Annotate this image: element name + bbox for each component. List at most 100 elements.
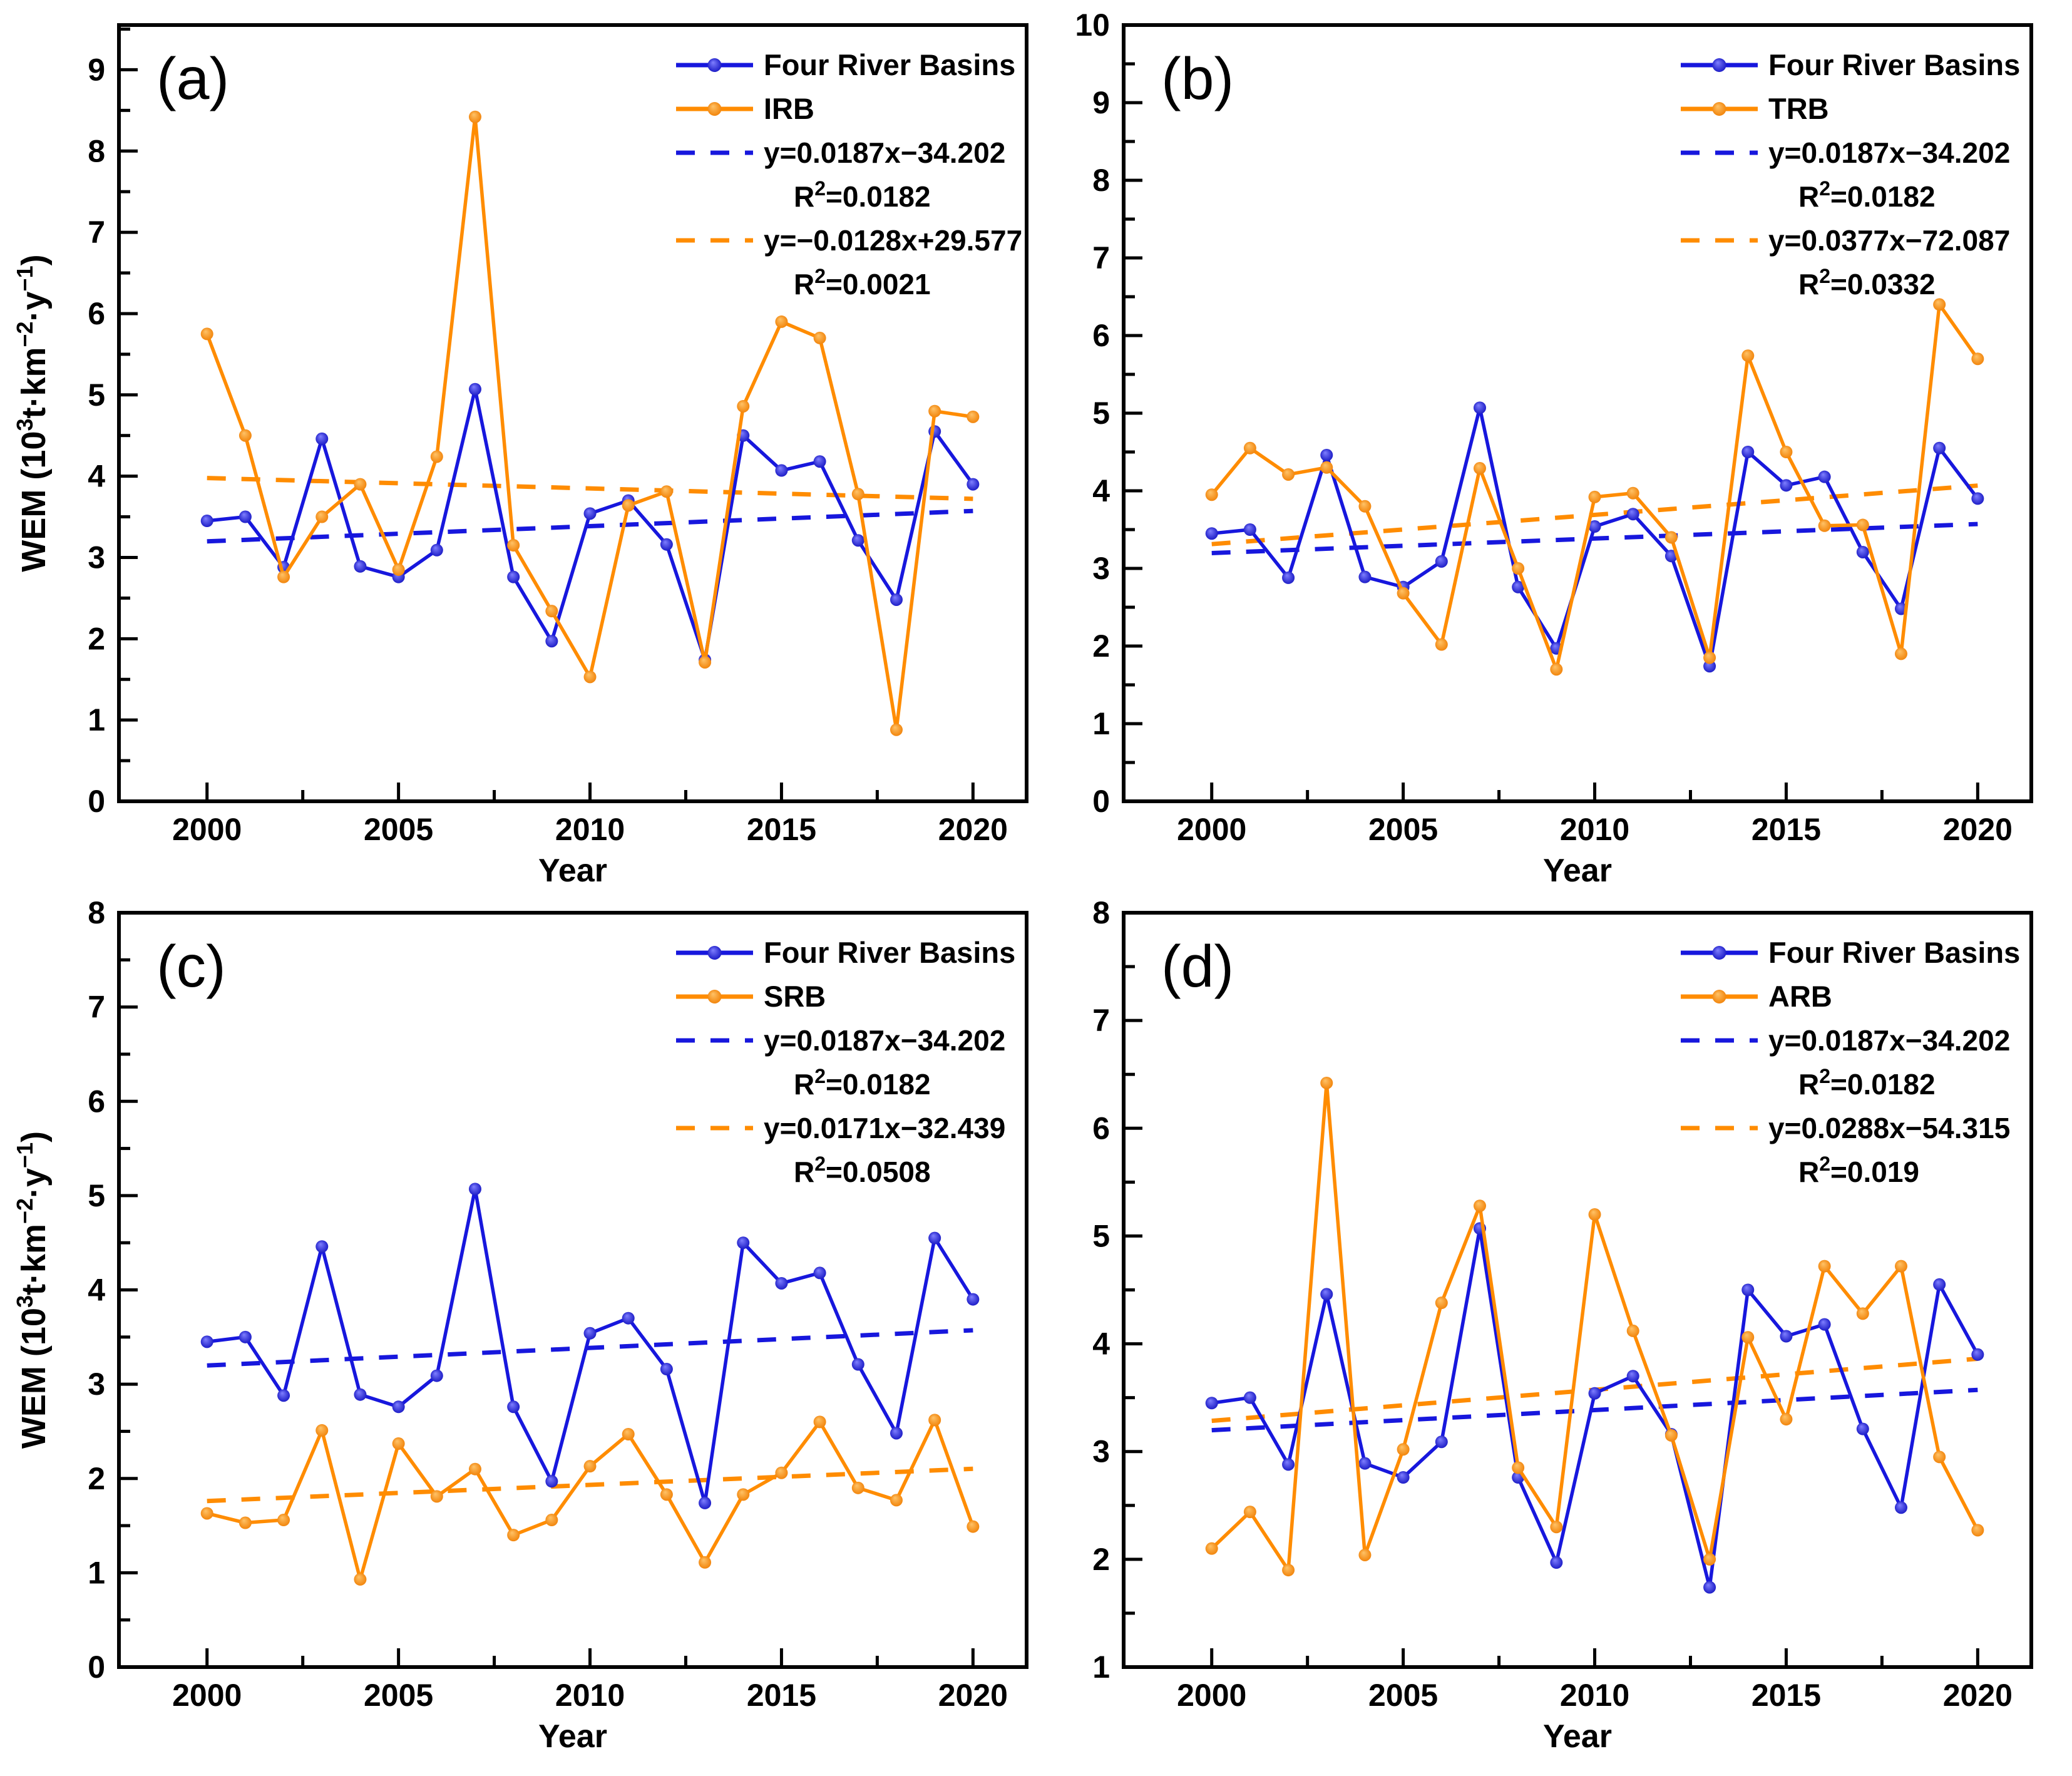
y-tick-label: 6 <box>1092 318 1110 353</box>
data-point-blue <box>1435 1435 1448 1449</box>
y-tick-label: 0 <box>1092 784 1110 819</box>
trend-line-orange <box>1211 483 1978 547</box>
legend-series-label: Four River Basins <box>1768 48 2020 81</box>
x-tick-label: 2020 <box>1943 812 2013 847</box>
data-point-orange <box>1703 1553 1716 1566</box>
data-point-orange <box>468 1462 481 1476</box>
y-tick-label: 8 <box>88 895 105 930</box>
legend-marker <box>1712 990 1726 1003</box>
data-point-orange <box>699 655 712 669</box>
data-point-blue <box>315 1240 329 1253</box>
legend-series-label: TRB <box>1768 92 1829 125</box>
y-tick-label: 2 <box>88 1461 105 1496</box>
data-point-orange <box>1320 461 1333 474</box>
data-point-blue <box>430 1369 443 1382</box>
panel-letter: (c) <box>156 933 226 1000</box>
data-point-blue <box>622 1311 635 1325</box>
data-point-blue <box>1971 1348 1984 1361</box>
y-tick-label: 8 <box>88 133 105 168</box>
data-point-blue <box>851 1358 864 1371</box>
y-tick-label: 1 <box>88 1555 105 1590</box>
y-tick-label: 6 <box>1092 1111 1110 1146</box>
data-point-blue <box>583 1327 597 1340</box>
data-point-orange <box>200 327 213 341</box>
x-tick-label: 2020 <box>1943 1678 2013 1713</box>
data-point-orange <box>1971 1524 1984 1537</box>
legend-series-label: IRB <box>764 92 814 125</box>
data-point-orange <box>660 1488 673 1501</box>
plot-frame <box>117 23 1028 803</box>
data-point-orange <box>354 478 367 491</box>
data-point-blue <box>507 570 520 583</box>
trend-line-orange <box>207 1466 973 1504</box>
panel-c-wem-four-river-basins-vs-srb: 0 1 2 3 4 5 6 7 8 2000 2005 2010 2015 2020 Year WEM (10… <box>0 888 1036 1775</box>
x-axis-title: Year <box>1543 853 1612 888</box>
legend-equation-label: y=0.0377x−72.087 <box>1768 224 2010 257</box>
data-point-blue <box>468 1183 481 1196</box>
data-point-orange <box>1933 1450 1946 1464</box>
data-point-orange <box>1856 518 1869 531</box>
legend-series-label: ARB <box>1768 980 1832 1013</box>
data-point-blue <box>813 455 826 468</box>
x-tick-label: 2000 <box>1177 812 1246 847</box>
data-point-orange <box>813 331 826 344</box>
y-tick-label: 3 <box>1092 551 1110 586</box>
legend-marker <box>707 58 722 72</box>
legend-marker <box>1712 946 1726 960</box>
y-tick-label: 7 <box>88 215 105 250</box>
data-point-orange <box>1512 562 1525 575</box>
data-point-blue <box>1818 470 1831 483</box>
y-tick-label: 2 <box>88 621 105 656</box>
legend-marker <box>707 946 722 960</box>
data-point-orange <box>1397 1443 1410 1456</box>
data-point-orange <box>967 1520 980 1533</box>
data-point-orange <box>1282 1564 1295 1577</box>
data-point-orange <box>1894 647 1907 660</box>
data-point-orange <box>392 563 405 576</box>
data-point-orange <box>1473 462 1486 475</box>
data-point-orange <box>1397 587 1410 600</box>
data-point-blue <box>1626 508 1639 521</box>
y-tick-label: 2 <box>1092 629 1110 664</box>
data-point-orange <box>851 488 864 501</box>
trend-line-blue <box>207 1328 973 1368</box>
data-point-orange <box>1856 1307 1869 1320</box>
legend-equation-label: y=0.0187x−34.202 <box>764 1024 1005 1057</box>
data-point-blue <box>1588 1387 1601 1400</box>
data-point-orange <box>430 450 443 463</box>
data-point-orange <box>545 605 558 618</box>
data-point-orange <box>1282 468 1295 481</box>
data-point-blue <box>1856 545 1869 558</box>
data-point-blue <box>1818 1318 1831 1331</box>
data-point-orange <box>1358 500 1372 513</box>
y-tick-label: 0 <box>88 784 105 819</box>
data-point-blue <box>1894 1501 1907 1514</box>
y-tick-label: 7 <box>1092 1003 1110 1038</box>
legend-marker <box>707 990 722 1003</box>
data-point-blue <box>1933 1278 1946 1291</box>
y-tick-label: 0 <box>88 1650 105 1685</box>
data-point-blue <box>430 543 443 557</box>
legend-equation-label: y=0.0171x−32.439 <box>764 1112 1005 1144</box>
data-point-orange <box>1971 352 1984 366</box>
legend-equation-label: y=0.0187x−34.202 <box>764 136 1005 169</box>
y-tick-label: 4 <box>88 1273 105 1308</box>
y-tick-label: 3 <box>1092 1434 1110 1469</box>
data-point-blue <box>200 1335 213 1348</box>
data-point-blue <box>967 1293 980 1306</box>
legend-r2-label: R2=0.0021 <box>794 265 931 300</box>
data-point-orange <box>238 429 252 442</box>
data-point-blue <box>1473 401 1486 414</box>
data-point-orange <box>1703 651 1716 664</box>
y-tick-label: 9 <box>88 52 105 87</box>
data-point-orange <box>1664 531 1678 544</box>
data-point-blue <box>315 432 329 445</box>
panel-letter: (b) <box>1161 46 1234 112</box>
data-point-blue <box>928 1231 941 1245</box>
data-point-orange <box>238 1516 252 1529</box>
data-point-blue <box>737 1236 750 1250</box>
data-point-orange <box>277 1514 290 1527</box>
y-axis-title: WEM (103t·km−2·y−1) <box>12 1131 53 1449</box>
y-tick-label: 1 <box>88 702 105 737</box>
